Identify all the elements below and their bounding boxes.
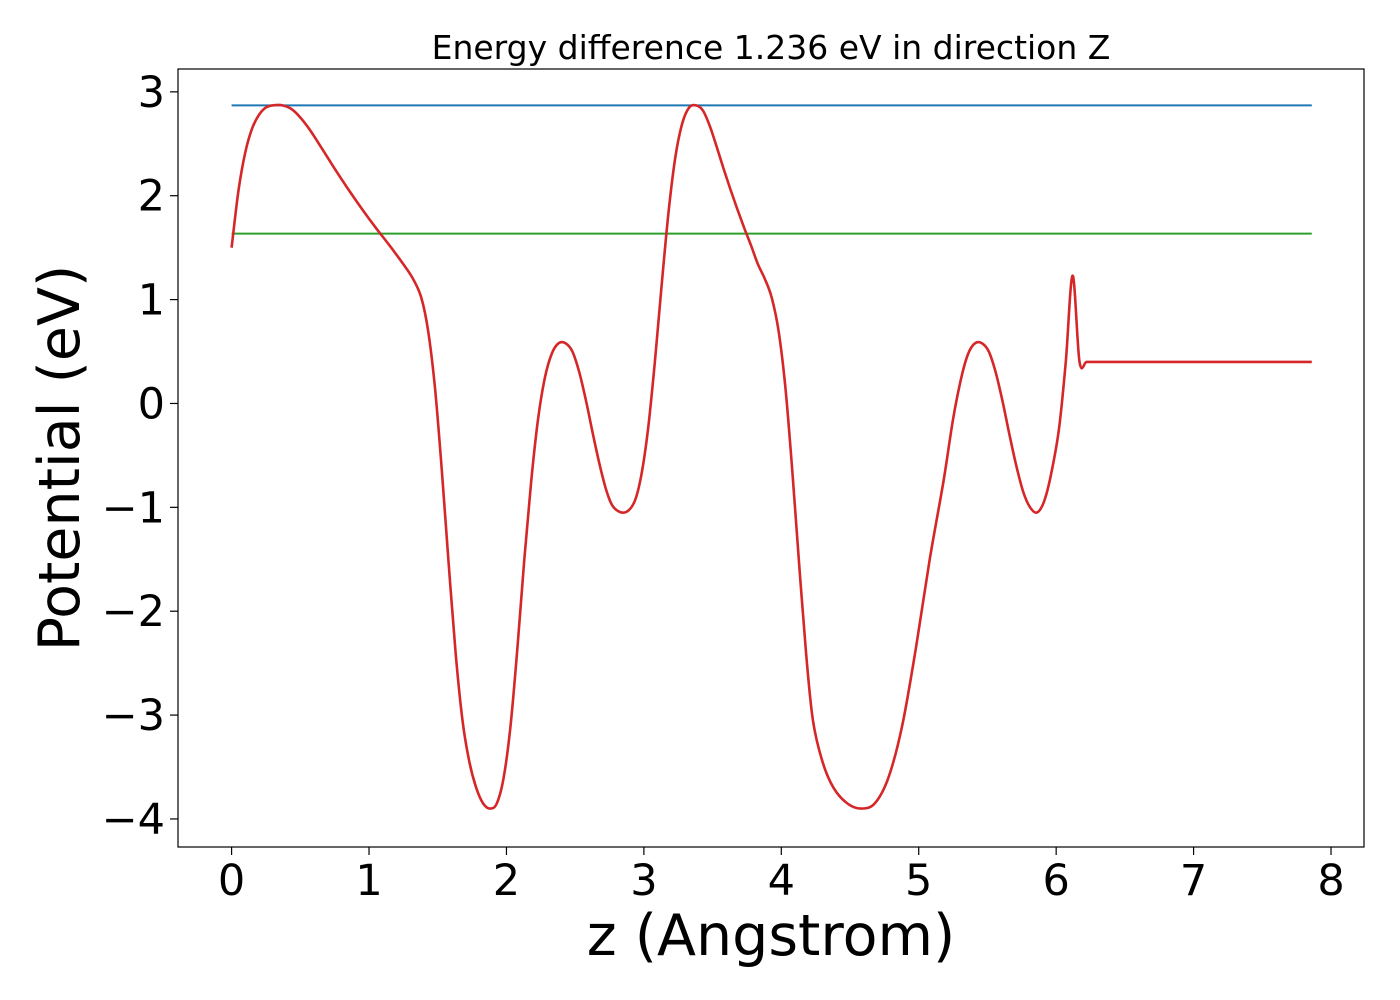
x-axis: 0 1 2 3 4 5 6 7 8 <box>218 847 1345 906</box>
x-tick-label: 0 <box>218 856 245 906</box>
x-tick-label: 2 <box>493 856 520 906</box>
y-tick-label: 0 <box>138 379 165 429</box>
x-tick-label: 8 <box>1317 856 1344 906</box>
y-tick-label: −3 <box>102 691 165 741</box>
x-tick-label: 5 <box>905 856 932 906</box>
x-tick-label: 7 <box>1180 856 1207 906</box>
y-tick-label: 1 <box>138 276 165 326</box>
y-axis: −4 −3 −2 −1 0 1 2 3 <box>102 68 178 845</box>
y-tick-label: −4 <box>102 795 165 845</box>
x-tick-label: 4 <box>768 856 795 906</box>
x-tick-label: 1 <box>355 856 382 906</box>
y-tick-label: 2 <box>138 172 165 222</box>
y-tick-label: 3 <box>138 68 165 118</box>
chart-title: Energy difference 1.236 eV in direction … <box>432 28 1111 67</box>
y-tick-label: −2 <box>102 587 165 637</box>
axes-frame <box>177 68 1365 848</box>
x-axis-label: z (Angstrom) <box>587 903 955 969</box>
y-axis-label: Potential (eV) <box>27 265 93 651</box>
x-tick-label: 3 <box>630 856 657 906</box>
series-line-1 <box>230 103 1312 810</box>
y-tick-label: −1 <box>102 483 165 533</box>
plot-area <box>230 103 1312 810</box>
x-tick-label: 6 <box>1042 856 1069 906</box>
